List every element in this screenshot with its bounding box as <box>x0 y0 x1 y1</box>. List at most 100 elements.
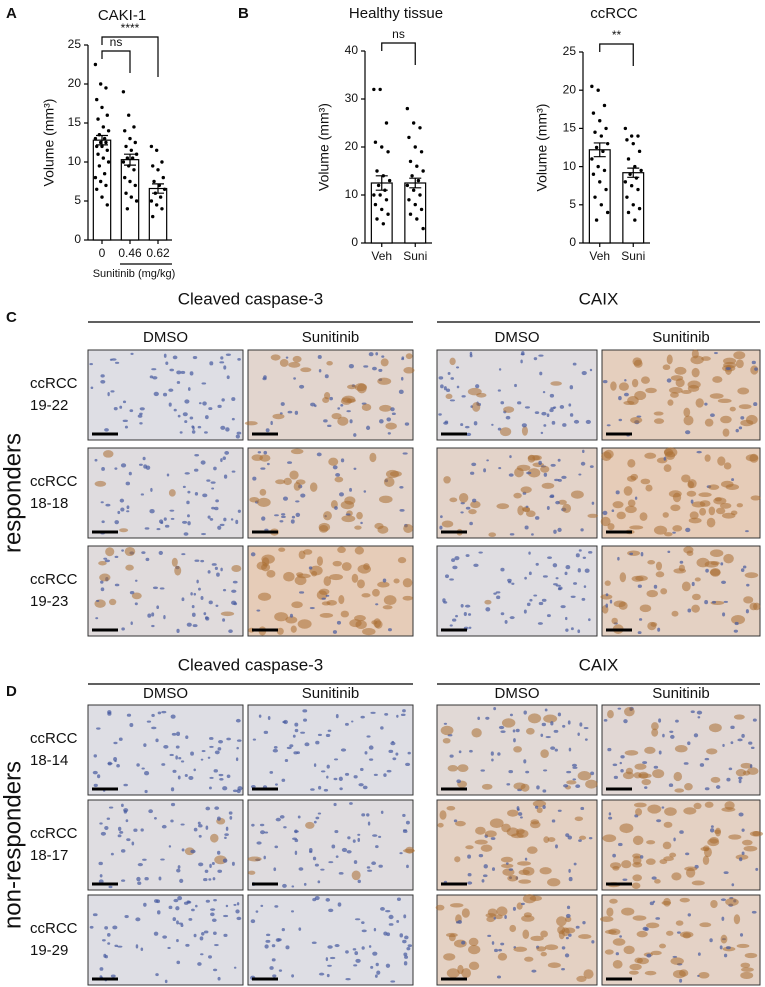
tissue-cell <box>637 631 642 634</box>
tissue-cell <box>467 854 472 859</box>
column-header: DMSO <box>143 329 188 346</box>
tissue-cell <box>207 756 211 759</box>
tissue-cell <box>291 601 303 609</box>
tissue-cell <box>569 385 574 390</box>
tissue-cell <box>733 714 745 720</box>
error-bar <box>152 183 164 194</box>
tissue-cell <box>120 849 126 853</box>
tissue-cell <box>368 745 374 750</box>
tissue-cell <box>531 533 534 536</box>
tissue-cell <box>753 602 761 611</box>
tissue-cell <box>679 830 684 834</box>
tissue-cell <box>272 413 285 420</box>
tissue-cell <box>247 856 262 862</box>
tissue-cell <box>340 458 345 463</box>
tissue-cell <box>137 881 142 885</box>
tissue-cell <box>749 831 764 837</box>
tissue-cell <box>175 906 180 911</box>
tissue-cell <box>208 878 212 881</box>
tissue-cell <box>364 751 368 755</box>
tissue-cell <box>274 514 279 517</box>
tissue-cell <box>572 778 577 781</box>
tissue-cell <box>478 551 483 554</box>
tissue-cell <box>443 386 447 391</box>
tissue-cell <box>226 774 231 779</box>
tissue-cell <box>500 612 505 616</box>
tissue-cell <box>390 407 395 412</box>
tissue-cell <box>744 952 758 959</box>
tissue-cell <box>250 919 256 924</box>
tissue-cell <box>664 532 673 537</box>
tissue-cell <box>699 922 712 928</box>
tissue-cell <box>139 407 145 411</box>
tissue-cell <box>354 546 364 555</box>
tissue-cell <box>372 951 378 956</box>
data-point <box>106 160 111 164</box>
tissue-cell <box>205 899 210 903</box>
tissue-cell <box>141 767 145 770</box>
tissue-cell <box>588 551 593 554</box>
tissue-cell <box>341 562 352 571</box>
tissue-cell <box>722 428 730 437</box>
tissue-cell <box>294 850 298 856</box>
tissue-cell <box>302 549 313 555</box>
tissue-cell <box>543 836 550 843</box>
tissue-cell <box>613 600 626 608</box>
tissue-cell <box>513 946 528 952</box>
tissue-cell <box>617 707 622 710</box>
tissue-cell <box>506 783 511 786</box>
tissue-cell <box>293 481 301 491</box>
tissue-cell <box>440 515 443 519</box>
tissue-cell <box>155 738 159 743</box>
tissue-cell <box>721 580 727 585</box>
tissue-cell <box>340 610 350 618</box>
tissue-cell <box>190 751 194 756</box>
tissue-cell <box>334 830 339 834</box>
tissue-cell <box>340 748 347 752</box>
tissue-cell <box>337 407 341 410</box>
tissue-cell <box>163 744 169 749</box>
tissue-cell <box>315 816 320 820</box>
tissue-cell <box>191 430 196 434</box>
tissue-cell <box>642 926 648 931</box>
tissue-cell <box>639 512 648 521</box>
data-point <box>602 168 607 173</box>
bar <box>588 149 611 244</box>
tissue-cell <box>313 820 317 824</box>
tissue-cell <box>448 933 456 942</box>
tissue-cell <box>197 821 201 825</box>
group-header: Cleaved caspase-3 <box>178 655 324 674</box>
tissue-cell <box>615 952 619 956</box>
tissue-cell <box>577 568 581 573</box>
tissue-cell <box>651 722 659 731</box>
tissue-cell <box>202 493 208 498</box>
tissue-cell <box>251 454 263 461</box>
tissue-cell <box>575 553 580 558</box>
tissue-cell <box>638 773 652 779</box>
data-point <box>104 86 108 90</box>
tissue-cell <box>755 867 759 871</box>
tissue-cell <box>145 465 151 470</box>
tissue-cell <box>134 579 138 582</box>
tissue-cell <box>666 354 673 365</box>
tissue-cell <box>153 391 159 397</box>
tissue-cell <box>650 950 662 956</box>
data-point <box>123 175 127 180</box>
tissue-cell <box>491 941 495 945</box>
tissue-cell <box>540 749 549 759</box>
tissue-cell <box>657 627 661 632</box>
tissue-cell <box>407 944 413 948</box>
tissue-cell <box>147 613 152 618</box>
data-point <box>380 207 384 212</box>
tissue-cell <box>533 594 538 597</box>
tissue-cell <box>373 773 378 777</box>
tissue-cell <box>728 834 742 840</box>
tissue-cell <box>583 969 594 979</box>
panel-label: D <box>6 683 17 700</box>
tissue-cell <box>208 955 212 959</box>
tissue-cell <box>473 563 479 568</box>
tissue-cell <box>92 913 98 917</box>
tissue-cell <box>109 358 113 361</box>
tissue-cell <box>144 789 148 794</box>
tissue-cell <box>263 375 267 380</box>
